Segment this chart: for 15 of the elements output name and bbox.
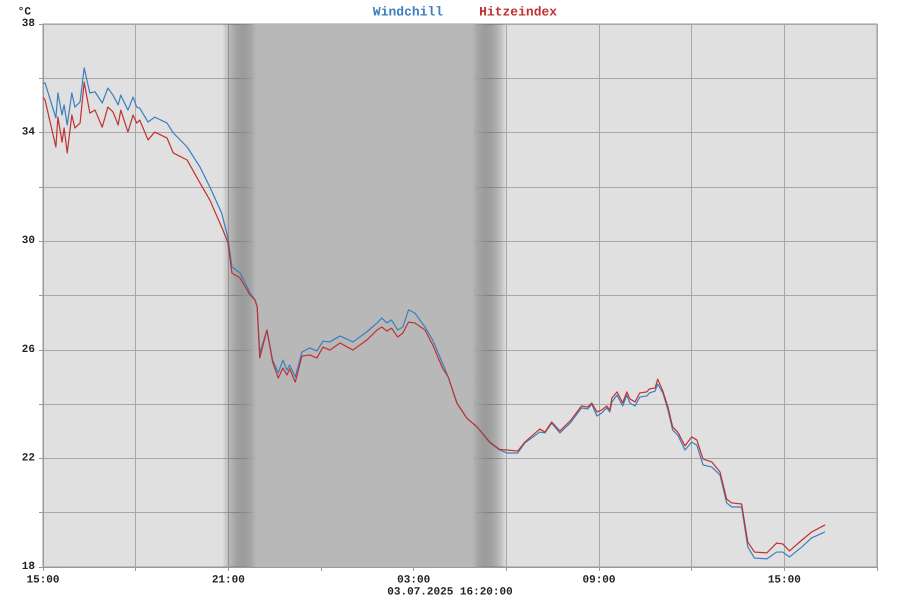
y-tick-label: 22 (22, 452, 35, 464)
y-tick-label: 34 (22, 126, 36, 139)
text: Hitzeindex (479, 4, 558, 20)
x-tick-label: 03:00 (397, 574, 430, 586)
y-tick-label: 38 (22, 18, 36, 30)
x-tick-label: 15:00 (26, 574, 60, 586)
y-tick-label: 18 (22, 561, 36, 573)
y-axis-title: °C (18, 6, 32, 18)
text: 03.07.2025 16:20:00 (387, 586, 513, 598)
x-tick-label: 15:00 (768, 574, 801, 586)
y-tick-label: 26 (22, 344, 35, 356)
x-tick-label: 21:00 (212, 574, 245, 586)
y-tick-label: 30 (22, 235, 35, 248)
x-tick-label: 09:00 (582, 574, 616, 586)
text: Windchill (372, 4, 444, 20)
